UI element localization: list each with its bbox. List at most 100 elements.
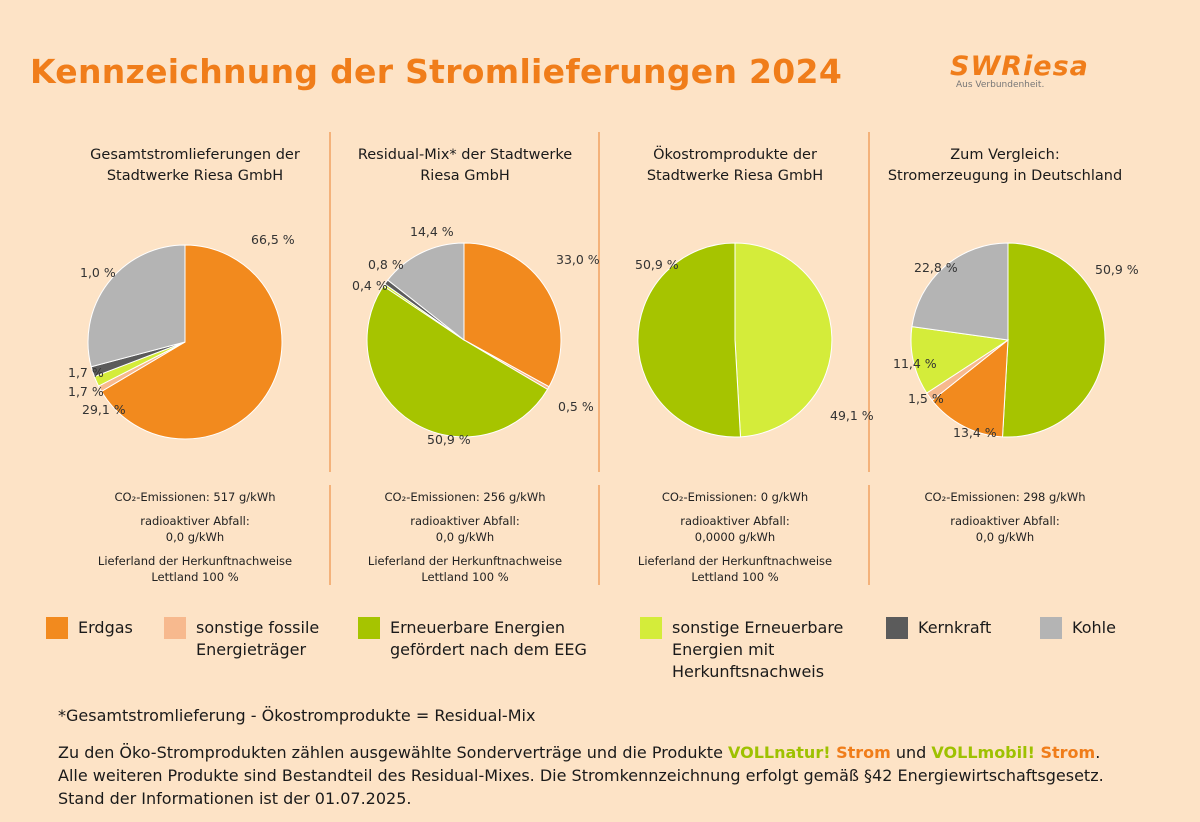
pie-data-label: 1,7 % xyxy=(68,384,104,399)
co2-emissions: CO₂-Emissionen: 517 g/kWh xyxy=(114,490,276,504)
origin-country-value: Lettland 100 % xyxy=(691,570,779,584)
radioactive-waste-label: radioaktiver Abfall: xyxy=(410,514,520,528)
footer-part: Zu den Öko-Stromprodukten zählen ausgewä… xyxy=(58,743,728,762)
pie-slice-ee-eeg xyxy=(366,285,549,438)
product-name-vollmobil: VOLLmobil! xyxy=(931,743,1035,762)
column-header-oeko: Ökostromprodukte der Stadtwerke Riesa Gm… xyxy=(605,145,865,187)
column-header-deutschland: Zum Vergleich: Stromerzeugung in Deutsch… xyxy=(875,145,1135,187)
pie-slice-erdgas xyxy=(931,338,1009,438)
product-name-vollnatur: VOLLnatur! xyxy=(728,743,831,762)
pie-data-label: 66,5 % xyxy=(251,232,295,247)
pie-charts: 66,5 % 1,0 % 1,7 % 1,7 % 29,1 % 33,0 % 0,5 % 50… xyxy=(68,224,1139,447)
product-name-vollmobil-suffix: Strom xyxy=(1034,743,1096,762)
pie-slice-ee-eeg xyxy=(1001,242,1106,438)
origin-country-value: Lettland 100 % xyxy=(151,570,239,584)
column-divider xyxy=(868,485,870,585)
pie-data-label: 1,5 % xyxy=(908,391,944,406)
legend-label: sonstige fossile Energieträger xyxy=(196,618,320,659)
legend-label: Erdgas xyxy=(78,618,133,637)
legend-swatch xyxy=(358,617,380,639)
pie-data-label: 14,4 % xyxy=(410,224,454,239)
legend-ee-eeg: Erneuerbare Energien gefördert nach dem … xyxy=(358,617,630,661)
pie-slice-sonstige-ee xyxy=(910,326,1010,394)
legend-swatch xyxy=(164,617,186,639)
radioactive-waste-value: 0,0000 g/kWh xyxy=(694,530,776,544)
co2-emissions: CO₂-Emissionen: 298 g/kWh xyxy=(924,490,1086,504)
legend-label: sonstige Erneuerbare Energien mit Herkun… xyxy=(672,618,844,681)
pie-data-label: 33,0 % xyxy=(556,252,600,267)
column-header-line: Residual-Mix* der Stadtwerke xyxy=(357,147,573,163)
origin-country-label: Lieferland der Herkunftnachweise xyxy=(367,554,563,568)
info-oeko: CO₂-Emissionen: 0 g/kWh radioaktiver Abf… xyxy=(605,489,865,585)
radioactive-waste-label: radioaktiver Abfall: xyxy=(140,514,250,528)
column-divider xyxy=(329,485,331,585)
pie-slice-sonstige-ee xyxy=(734,242,833,438)
radioactive-waste-value: 0,0 g/kWh xyxy=(165,530,225,544)
pie-data-label: 11,4 % xyxy=(893,356,937,371)
product-name-vollnatur-suffix: Strom xyxy=(830,743,891,762)
footnote: *Gesamtstromlieferung - Ökostromprodukte… xyxy=(58,706,536,725)
pie-slice-erdgas xyxy=(463,242,562,388)
column-header-line: Gesamtstromlieferungen der xyxy=(90,147,300,163)
radioactive-waste-value: 0,0 g/kWh xyxy=(435,530,495,544)
column-header-line: Stadtwerke Riesa GmbH xyxy=(106,168,284,184)
pie-slice-kohle xyxy=(87,244,186,368)
pie-data-label: 13,4 % xyxy=(953,425,997,440)
column-divider xyxy=(868,132,870,472)
pie-data-label: 1,7 % xyxy=(68,365,104,380)
column-header-line: Stadtwerke Riesa GmbH xyxy=(646,168,824,184)
pie-slice-kohle xyxy=(911,242,1009,341)
co2-emissions: CO₂-Emissionen: 256 g/kWh xyxy=(384,490,546,504)
info-residual: CO₂-Emissionen: 256 g/kWh radioaktiver A… xyxy=(335,489,595,585)
pie-data-label: 50,9 % xyxy=(427,432,471,447)
origin-country-label: Lieferland der Herkunftnachweise xyxy=(97,554,293,568)
legend-label: Kohle xyxy=(1072,618,1116,637)
radioactive-waste-label: radioaktiver Abfall: xyxy=(950,514,1060,528)
legend-swatch xyxy=(640,617,662,639)
column-header-line: Stromerzeugung in Deutschland xyxy=(887,168,1123,184)
footer-text: Zu den Öko-Stromprodukten zählen ausgewä… xyxy=(58,741,1118,810)
pie-slice-ee-eeg xyxy=(637,242,742,438)
legend-sonstige-fossile: sonstige fossile Energieträger xyxy=(164,617,346,661)
column-divider xyxy=(329,132,331,472)
origin-country-label: Lieferland der Herkunftnachweise xyxy=(637,554,833,568)
pie-data-label: 29,1 % xyxy=(82,402,126,417)
logo-tagline: Aus Verbundenheit. xyxy=(956,80,1045,90)
radioactive-waste-label: radioaktiver Abfall: xyxy=(680,514,790,528)
legend-sonstige-ee: sonstige Erneuerbare Energien mit Herkun… xyxy=(640,617,867,683)
pie-data-label: 49,1 % xyxy=(830,408,874,423)
column-header-gesamt: Gesamtstromlieferungen der Stadtwerke Ri… xyxy=(65,145,325,187)
origin-country-value: Lettland 100 % xyxy=(421,570,509,584)
pie-slice-kohle xyxy=(387,242,465,342)
co2-emissions: CO₂-Emissionen: 0 g/kWh xyxy=(661,490,809,504)
footer-part: und xyxy=(890,743,932,762)
column-header-line: Zum Vergleich: xyxy=(950,147,1060,163)
pie-data-label: 0,5 % xyxy=(558,399,594,414)
pie-data-label: 0,4 % xyxy=(352,278,388,293)
legend-erdgas: Erdgas xyxy=(46,617,178,639)
column-divider xyxy=(598,132,600,472)
logo-wordmark: SWRiesa xyxy=(950,51,1089,82)
pie-data-label: 0,8 % xyxy=(368,257,404,272)
column-header-line: Ökostromprodukte der xyxy=(653,147,817,163)
pie-data-label: 1,0 % xyxy=(80,265,116,280)
legend-label: Erneuerbare Energien gefördert nach dem … xyxy=(390,618,587,659)
column-header-residual: Residual-Mix* der Stadtwerke Riesa GmbH xyxy=(335,145,595,187)
legend-swatch xyxy=(1040,617,1062,639)
info-gesamt: CO₂-Emissionen: 517 g/kWh radioaktiver A… xyxy=(65,489,325,585)
legend-swatch xyxy=(46,617,68,639)
legend-kohle: Kohle xyxy=(1040,617,1152,639)
legend-kernkraft: Kernkraft xyxy=(886,617,1028,639)
company-logo: SWRiesa Aus Verbundenheit. xyxy=(950,52,1130,102)
pie-data-label: 50,9 % xyxy=(1095,262,1139,277)
radioactive-waste-value: 0,0 g/kWh xyxy=(975,530,1035,544)
page-title: Kennzeichnung der Stromlieferungen 2024 xyxy=(30,52,843,91)
pie-data-label: 50,9 % xyxy=(635,257,679,272)
footer-part: . Alle weiteren Produkte sind Bestandtei… xyxy=(58,743,1104,808)
legend-swatch xyxy=(886,617,908,639)
legend-label: Kernkraft xyxy=(918,618,992,637)
pie-slice-erdgas xyxy=(100,244,283,440)
column-header-line: Riesa GmbH xyxy=(420,168,510,184)
column-divider xyxy=(598,485,600,585)
pie-data-label: 22,8 % xyxy=(914,260,958,275)
